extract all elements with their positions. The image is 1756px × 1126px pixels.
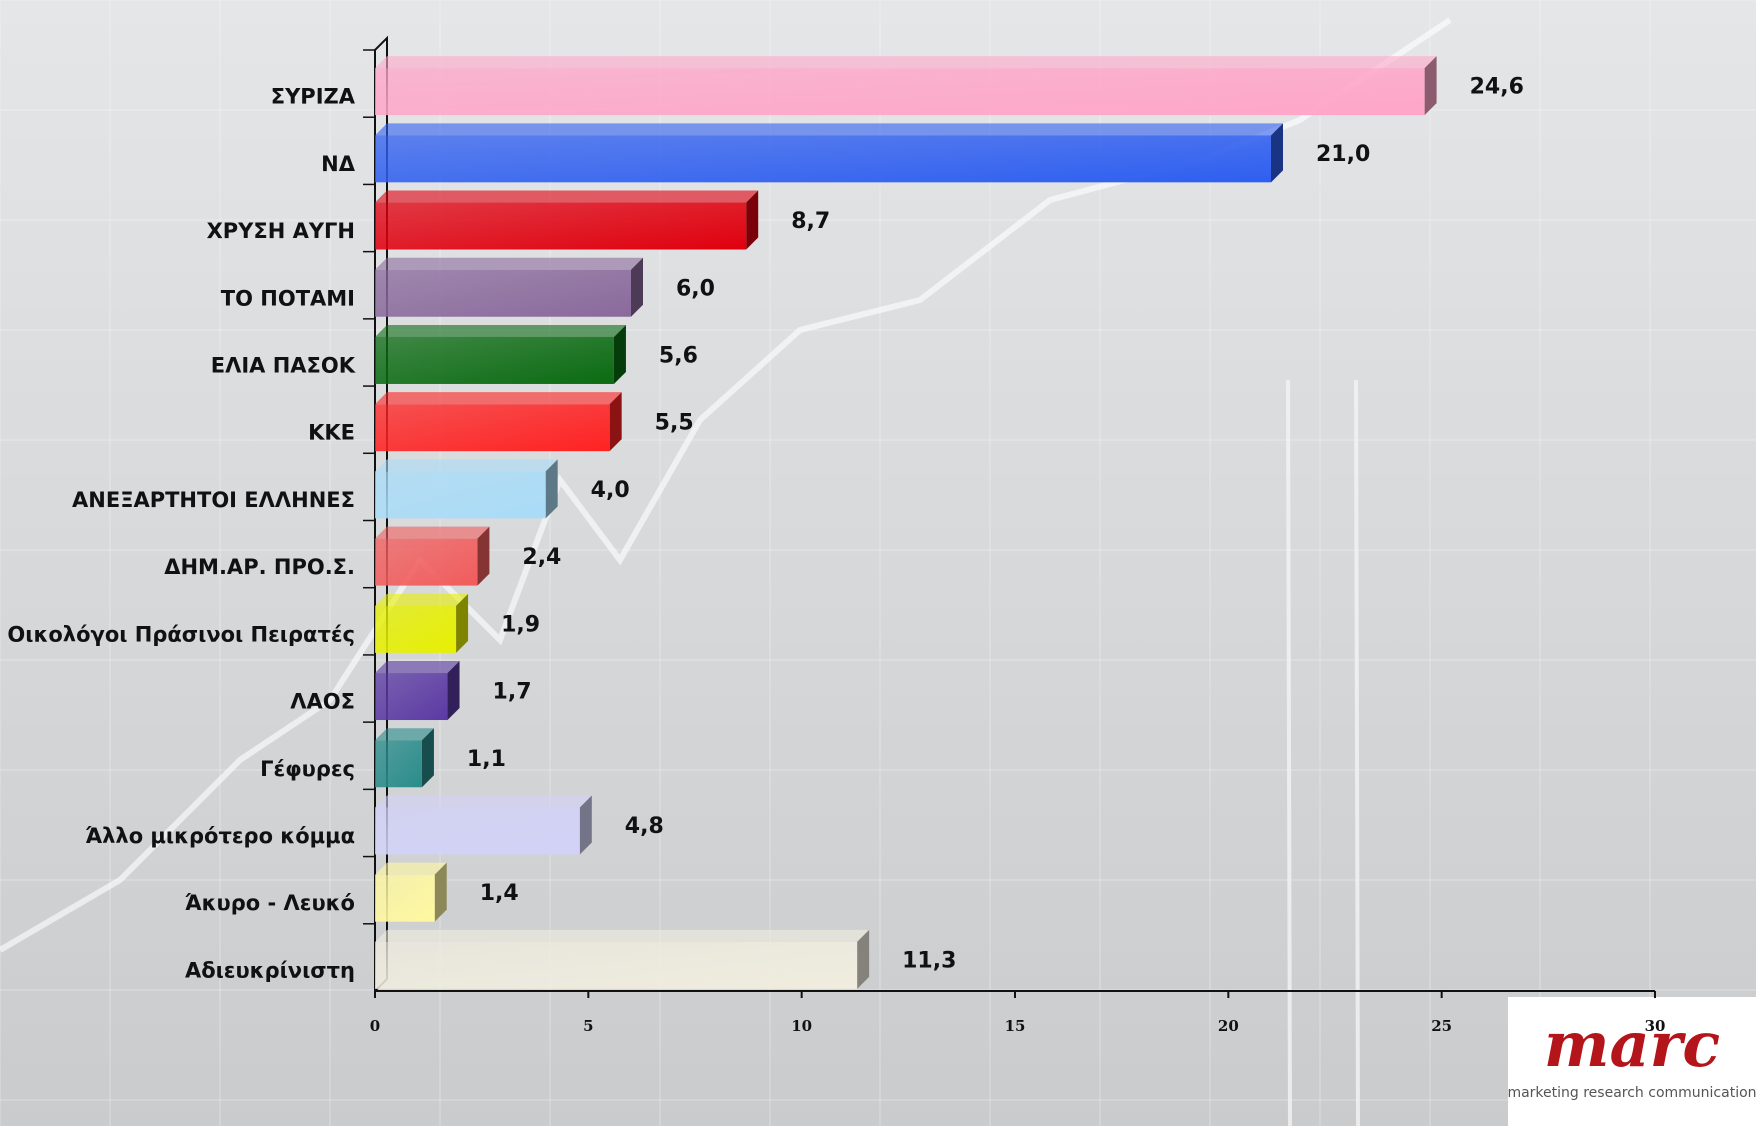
y-tick-label: ΚΚΕ [308,421,355,445]
value-label: 2,4 [522,545,561,570]
value-label: 4,0 [591,478,630,503]
bar-top [375,661,460,673]
bar-top [375,56,1437,68]
value-label: 1,4 [480,881,519,906]
value-label: 1,9 [501,612,540,637]
y-tick-label: Άλλο μικρότερο κόμμα [85,824,355,848]
bar [375,942,857,989]
bar-top [375,258,643,270]
value-label: 5,5 [655,411,694,436]
x-tick-label: 5 [583,1017,593,1035]
bar-top [375,123,1283,135]
bar [375,270,631,317]
x-tick-label: 10 [791,1017,812,1035]
y-tick-label: ΤΟ ΠΟΤΑΜΙ [221,286,355,310]
value-label: 5,6 [659,343,698,368]
x-tick-label: 0 [370,1017,380,1035]
bar [375,807,580,854]
y-tick-label: ΝΔ [321,152,356,176]
bar [375,135,1271,182]
bar-top [375,930,869,942]
bar-top [375,527,489,539]
bar-top [375,594,468,606]
bar [375,740,422,787]
x-tick-label: 25 [1431,1017,1452,1035]
logo-tagline: marketing research communication [1507,1085,1756,1101]
value-label: 1,1 [467,747,506,772]
x-tick-label: 30 [1645,1017,1666,1035]
bar [375,673,448,720]
y-tick-label: Γέφυρες [260,757,355,781]
value-label: 24,6 [1470,75,1524,100]
bar [375,337,614,384]
bar [375,539,477,586]
y-tick-label: Αδιευκρίνιστη [185,958,355,982]
value-label: 6,0 [676,276,715,301]
y-tick-label: ΣΥΡΙΖΑ [271,85,356,109]
bar-top [375,191,758,203]
bar-top [375,863,447,875]
bar-top [375,459,558,471]
y-tick-label: ΑΝΕΞΑΡΤΗΤΟΙ ΕΛΛΗΝΕΣ [72,488,355,512]
bar-top [375,795,592,807]
logo: marc marketing research communication [1507,997,1756,1126]
value-label: 1,7 [493,680,532,705]
bar [375,404,610,451]
y-tick-label: ΔΗΜ.ΑΡ. ΠΡΟ.Σ. [164,555,355,579]
y-tick-label: ΕΛΙΑ ΠΑΣΟΚ [211,353,356,377]
chart: marc marketing research communication 0 5… [0,0,1756,1126]
bar [375,203,746,250]
value-label: 21,0 [1316,142,1370,167]
bar [375,68,1425,115]
x-tick-label: 15 [1005,1017,1026,1035]
y-tick-label: Οικολόγοι Πράσινοι Πειρατές [7,622,355,646]
bar [375,875,435,922]
value-label: 11,3 [902,948,956,973]
value-label: 8,7 [791,209,830,234]
y-tick-label: ΧΡΥΣΗ ΑΥΓΗ [207,219,355,243]
bar [375,471,546,518]
y-tick-label: ΛΑΟΣ [290,690,355,714]
y-tick-label: Άκυρο - Λευκό [185,891,355,915]
value-label: 4,8 [625,814,664,839]
bar [375,606,456,653]
x-tick-label: 20 [1218,1017,1239,1035]
bar-top [375,325,626,337]
bar-top [375,392,622,404]
logo-name: marc [1544,1008,1720,1081]
